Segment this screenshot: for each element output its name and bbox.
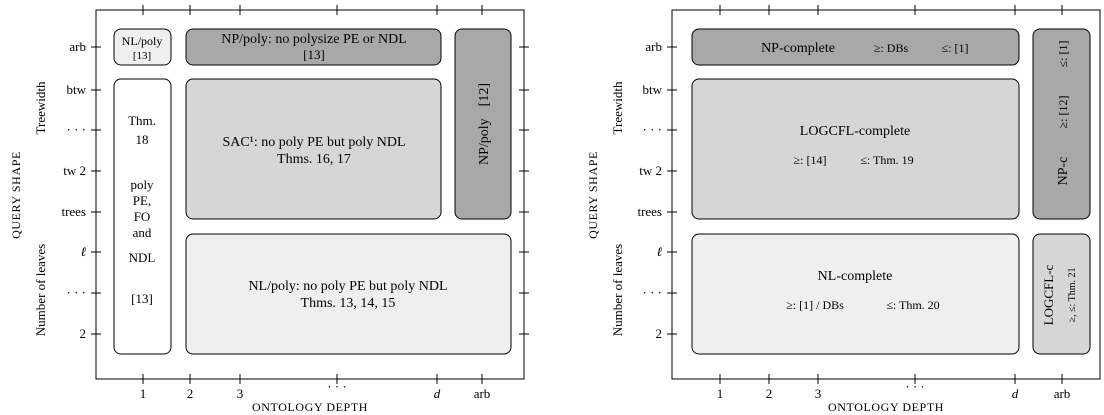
region-depth1-column: Thm. 18 poly PE, FO and NDL [13] bbox=[113, 78, 172, 355]
region-label: ≤: Thm. 20 bbox=[886, 298, 939, 312]
region-npc-right: NP-c ≥: [12] ≤: [1] bbox=[1032, 28, 1091, 220]
x-tick-label: arb bbox=[474, 386, 491, 401]
region-nppoly-right: NP/poly [12] bbox=[454, 28, 512, 220]
region-label: ≤: Thm. 19 bbox=[860, 153, 913, 167]
svg-text:NP/poly[12]: NP/poly [12] bbox=[477, 83, 492, 165]
right-frame bbox=[671, 9, 1101, 380]
region-label: Thms. 16, 17 bbox=[277, 152, 351, 167]
region-label: ≥: DBs bbox=[874, 41, 909, 55]
x-tick-label: 3 bbox=[815, 386, 822, 401]
region-label: NL/poly: no poly PE but poly NDL bbox=[248, 279, 447, 294]
region-nlpoly-small: NL/poly [13] bbox=[113, 28, 172, 66]
region-label: [12] bbox=[477, 83, 492, 106]
left-y-tick-labels: arb btw · · · tw 2 trees ℓ · · · 2 bbox=[61, 39, 86, 341]
left-x-tick-labels: 1 2 3 · · · d arb bbox=[140, 379, 491, 401]
region-label: NL-complete bbox=[818, 269, 893, 284]
region-label: [13] bbox=[303, 47, 325, 62]
y-axis-title: QUERY SHAPE bbox=[586, 151, 600, 239]
y-tick-label: tw 2 bbox=[639, 163, 662, 178]
y-group-label-leaves: Number of leaves bbox=[610, 244, 625, 336]
x-tick-label: d bbox=[1012, 386, 1019, 401]
region-nppoly-top: NP/poly: no polysize PE or NDL [13] bbox=[185, 28, 442, 66]
region-label: NL/poly bbox=[122, 34, 163, 48]
region-label: NP/poly: no polysize PE or NDL bbox=[221, 32, 407, 47]
y-tick-label: · · · bbox=[643, 122, 663, 137]
y-tick-label: btw bbox=[67, 82, 87, 97]
region-label: [13] bbox=[133, 50, 151, 62]
x-axis-title: ONTOLOGY DEPTH bbox=[252, 400, 368, 414]
x-tick-label: 3 bbox=[237, 386, 244, 401]
region-label: NP-complete bbox=[761, 41, 835, 56]
y-tick-label: arb bbox=[645, 39, 662, 54]
y-tick-label: 2 bbox=[656, 326, 663, 341]
y-tick-label: trees bbox=[61, 204, 86, 219]
region-label: LOGCFL-complete bbox=[800, 124, 910, 139]
region-label: LOGCFL-c bbox=[1041, 264, 1056, 325]
left-frame bbox=[95, 9, 525, 380]
region-label: SAC¹: no poly PE but poly NDL bbox=[222, 135, 405, 150]
x-tick-label: 2 bbox=[766, 386, 773, 401]
region-label: ≥: [12] bbox=[1056, 96, 1070, 129]
y-tick-label: · · · bbox=[67, 285, 87, 300]
y-tick-label: ℓ bbox=[657, 244, 663, 259]
region-np-complete: NP-complete ≥: DBs ≤: [1] bbox=[691, 28, 1020, 66]
region-label: PE, bbox=[133, 193, 151, 208]
y-group-label-treewidth: Treewidth bbox=[33, 81, 48, 134]
region-label: ≥, ≤: Thm. 21 bbox=[1067, 268, 1078, 323]
region-label: NDL bbox=[129, 250, 156, 265]
region-label: Thms. 13, 14, 15 bbox=[301, 296, 396, 311]
region-nlpoly-big: NL/poly: no poly PE but poly NDL Thms. 1… bbox=[185, 233, 512, 355]
y-tick-label: · · · bbox=[67, 122, 87, 137]
left-x-tick-marks bbox=[142, 5, 483, 384]
right-x-tick-labels: 1 2 3 · · · d arb bbox=[717, 379, 1071, 401]
region-sac1: SAC¹: no poly PE but poly NDL Thms. 16, … bbox=[185, 78, 442, 220]
y-tick-label: · · · bbox=[643, 285, 663, 300]
x-tick-label: 2 bbox=[187, 386, 194, 401]
region-label: and bbox=[133, 225, 152, 240]
x-tick-label: · · · bbox=[905, 379, 925, 394]
region-label: NP/poly bbox=[477, 118, 492, 165]
region-label: ≤: [1] bbox=[942, 41, 969, 55]
region-label: [13] bbox=[131, 291, 153, 306]
region-label: ≥: [1] / DBs bbox=[786, 298, 844, 312]
region-label: ≤: [1] bbox=[1056, 41, 1070, 68]
x-tick-label: · · · bbox=[327, 379, 347, 394]
y-group-label-treewidth: Treewidth bbox=[610, 81, 625, 134]
x-tick-label: arb bbox=[1054, 386, 1071, 401]
region-label: 18 bbox=[136, 132, 149, 147]
region-label: FO bbox=[134, 209, 151, 224]
y-tick-label: btw bbox=[643, 82, 663, 97]
right-panel: arb btw · · · tw 2 trees ℓ · · · 2 1 2 3… bbox=[586, 5, 1101, 414]
y-tick-label: ℓ bbox=[81, 244, 87, 259]
region-nl-complete: NL-complete ≥: [1] / DBs ≤: Thm. 20 bbox=[691, 233, 1020, 355]
right-y-tick-labels: arb btw · · · tw 2 trees ℓ · · · 2 bbox=[637, 39, 662, 341]
region-logcflc-right: LOGCFL-c ≥, ≤: Thm. 21 bbox=[1032, 233, 1091, 355]
region-label: ≥: [14] bbox=[794, 153, 827, 167]
x-tick-label: 1 bbox=[140, 386, 147, 401]
left-y-tick-marks bbox=[91, 46, 529, 335]
y-tick-label: arb bbox=[69, 39, 86, 54]
y-tick-label: tw 2 bbox=[63, 163, 86, 178]
region-label: Thm. bbox=[128, 113, 156, 128]
y-axis-title: QUERY SHAPE bbox=[9, 151, 23, 239]
right-x-tick-marks bbox=[719, 5, 1063, 384]
region-label: NP-c bbox=[1056, 157, 1071, 186]
y-group-label-leaves: Number of leaves bbox=[33, 244, 48, 336]
region-logcfl-complete: LOGCFL-complete ≥: [14] ≤: Thm. 19 bbox=[691, 78, 1020, 220]
y-tick-label: 2 bbox=[80, 326, 87, 341]
left-panel: arb btw · · · tw 2 trees ℓ · · · 2 1 2 3… bbox=[9, 5, 529, 414]
x-tick-label: 1 bbox=[717, 386, 724, 401]
x-tick-label: d bbox=[434, 386, 441, 401]
x-axis-title: ONTOLOGY DEPTH bbox=[828, 400, 944, 414]
right-y-tick-marks bbox=[667, 46, 677, 335]
region-label: poly bbox=[130, 177, 154, 192]
y-tick-label: trees bbox=[637, 204, 662, 219]
